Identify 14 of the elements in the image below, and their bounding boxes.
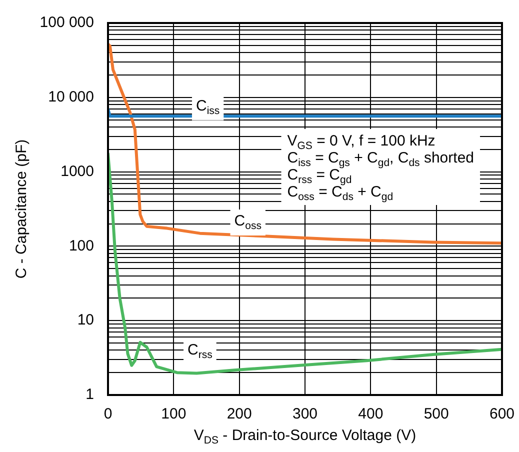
x-tick-label: 100 <box>161 406 186 423</box>
y-tick-label: 1000 <box>60 162 94 180</box>
y-tick-label: 10 000 <box>48 88 94 106</box>
x-tick-label: 500 <box>424 406 449 423</box>
x-tick-label: 300 <box>292 406 318 423</box>
y-tick-label: 100 000 <box>40 14 94 32</box>
y-tick-label: 1 <box>86 386 94 404</box>
x-tick-label: 400 <box>358 406 384 423</box>
y-tick-label: 100 <box>68 237 94 254</box>
x-tick-label: 200 <box>226 406 252 423</box>
y-axis-title: C - Capacitance (pF) <box>13 139 30 279</box>
x-tick-label: 600 <box>489 406 515 423</box>
y-tick-label: 10 <box>77 312 94 329</box>
x-tick-label: 0 <box>104 406 112 423</box>
